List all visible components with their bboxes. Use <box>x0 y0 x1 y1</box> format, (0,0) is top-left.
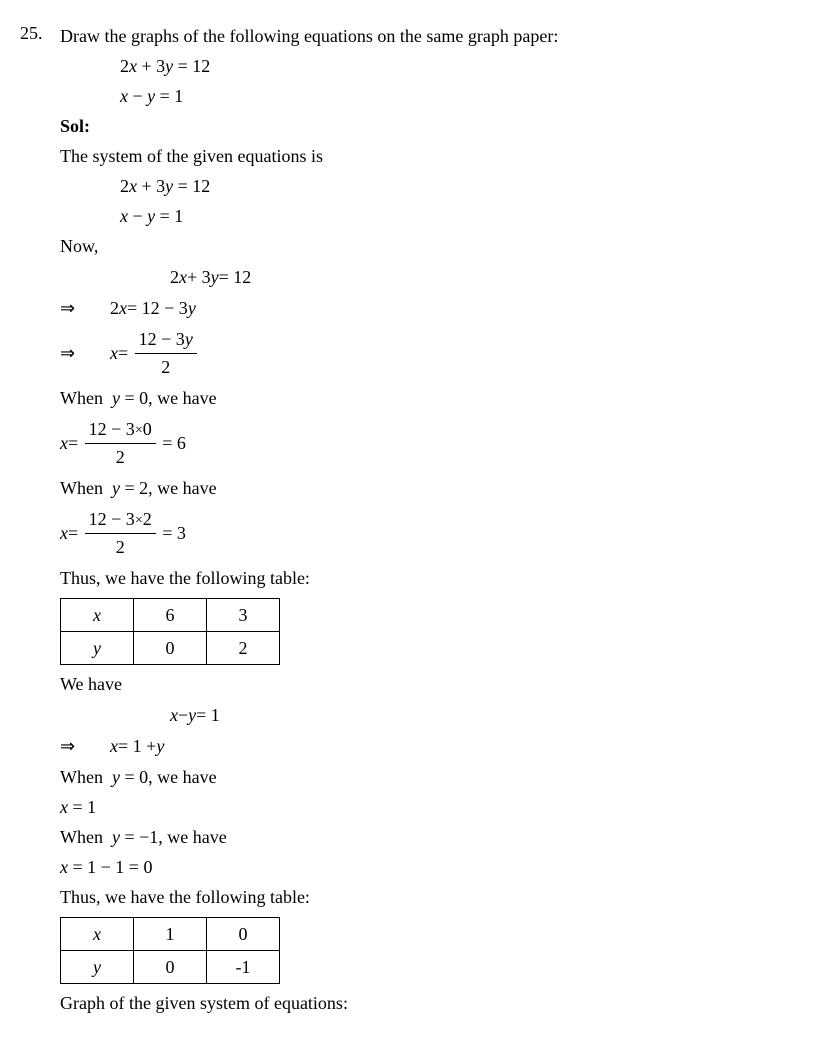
table-intro: Thus, we have the following table: <box>60 565 808 592</box>
question-row: 25. Draw the graphs of the following equ… <box>20 20 808 1020</box>
when-ym1: When y = −1, we have <box>60 824 808 851</box>
table-cell: x <box>61 599 134 632</box>
table-cell: y <box>61 951 134 984</box>
table-cell: 0 <box>134 632 207 665</box>
table-cell: 3 <box>207 599 280 632</box>
implies-icon: ⇒ <box>60 733 110 760</box>
sol-eq1: 2x + 3y = 12 <box>120 173 808 200</box>
calc1-result: = 6 <box>162 430 186 457</box>
table-cell: 2 <box>207 632 280 665</box>
sol-label: Sol: <box>60 113 808 140</box>
table-row: x 1 0 <box>61 918 280 951</box>
table-cell: y <box>61 632 134 665</box>
table-row: y 0 2 <box>61 632 280 665</box>
eq1: 2x + 3y = 12 <box>120 53 808 80</box>
question-number: 25. <box>20 20 60 47</box>
sol-eq2: x − y = 1 <box>120 203 808 230</box>
implies-icon: ⇒ <box>60 340 110 367</box>
table-cell: 1 <box>134 918 207 951</box>
fraction: 12 − 3×2 2 <box>85 506 156 561</box>
step1: 2x + 3y = 12 <box>120 264 808 291</box>
table-cell: 0 <box>207 918 280 951</box>
table-cell: 6 <box>134 599 207 632</box>
fraction: 12 − 3×0 2 <box>85 416 156 471</box>
table-intro2: Thus, we have the following table: <box>60 884 808 911</box>
question-content: Draw the graphs of the following equatio… <box>60 20 808 1020</box>
we-have: We have <box>60 671 808 698</box>
calc2: x = 12 − 3×2 2 = 3 <box>60 506 808 561</box>
step2: ⇒2x = 12 − 3y <box>60 295 808 322</box>
now: Now, <box>60 233 808 260</box>
res-x1: x = 1 <box>60 794 808 821</box>
eq2a: x − y = 1 <box>120 702 808 729</box>
table-cell: x <box>61 918 134 951</box>
table-row: y 0 -1 <box>61 951 280 984</box>
eq2b: ⇒x = 1 + y <box>60 733 808 760</box>
graph-line: Graph of the given system of equations: <box>60 990 808 1017</box>
table-row: x 6 3 <box>61 599 280 632</box>
table1: x 6 3 y 0 2 <box>60 598 280 665</box>
calc1: x = 12 − 3×0 2 = 6 <box>60 416 808 471</box>
step3: ⇒ x = 12 − 3y 2 <box>60 326 808 381</box>
when-y0: When y = 0, we have <box>60 385 808 412</box>
fraction: 12 − 3y 2 <box>135 326 197 381</box>
when-y2: When y = 2, we have <box>60 475 808 502</box>
calc2-result: = 3 <box>162 520 186 547</box>
when-y0b: When y = 0, we have <box>60 764 808 791</box>
table2: x 1 0 y 0 -1 <box>60 917 280 984</box>
eq2: x − y = 1 <box>120 83 808 110</box>
res-x0: x = 1 − 1 = 0 <box>60 854 808 881</box>
implies-icon: ⇒ <box>60 295 110 322</box>
sol-intro: The system of the given equations is <box>60 143 808 170</box>
table-cell: 0 <box>134 951 207 984</box>
question-prompt: Draw the graphs of the following equatio… <box>60 23 808 50</box>
table-cell: -1 <box>207 951 280 984</box>
